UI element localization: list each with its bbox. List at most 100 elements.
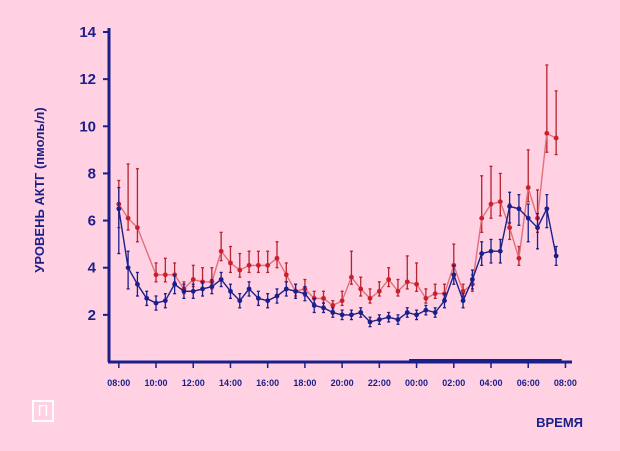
data-point [246,286,252,292]
data-point [293,288,298,294]
data-point [172,281,178,287]
data-point [237,298,243,304]
data-point [200,286,205,292]
data-point [125,215,131,221]
x-tick-label: 20:00 [331,378,354,388]
x-tick-label: 10:00 [145,378,168,388]
data-point [144,295,150,301]
data-point [469,277,475,282]
x-tick-label: 02:00 [442,378,465,388]
x-tick-label: 08:00 [107,378,130,388]
data-point [321,295,326,301]
data-point [246,262,252,268]
data-point [153,272,159,278]
data-point [544,130,550,136]
series-red [116,64,559,311]
data-point [349,312,354,318]
data-point [376,317,382,322]
data-point [507,225,513,231]
data-point [386,277,392,282]
x-axis-title: ВРЕМЯ [536,415,583,430]
data-point [330,303,336,308]
series-blue [116,186,559,328]
night-period-bar [409,359,562,363]
data-point [125,265,131,271]
data-point [497,248,503,254]
y-tick-label: 8 [88,165,96,182]
x-tick-label: 14:00 [219,378,242,388]
data-point [367,319,373,325]
data-point [135,281,140,287]
data-point [209,284,215,289]
data-point [153,300,159,306]
data-point [497,199,503,205]
data-point [181,288,187,294]
data-point [553,253,559,259]
data-point [442,298,447,304]
series-line [118,132,557,307]
data-point [432,310,438,315]
data-point [135,225,140,231]
data-point [404,279,410,285]
data-point [367,295,373,301]
data-point [451,272,457,278]
x-tick-label: 08:00 [554,378,577,388]
logo-icon: П [32,400,54,422]
y-tick-label: 4 [88,260,97,277]
data-point [386,314,392,320]
data-point [162,272,168,278]
data-point [274,255,280,261]
data-point [190,277,196,282]
data-point [525,185,531,190]
data-point [535,225,540,231]
data-point [283,272,289,278]
data-point [283,286,289,292]
data-point [479,251,485,256]
data-point [311,303,317,308]
data-point [228,260,233,266]
data-point [414,281,419,287]
x-tick-label: 04:00 [479,378,502,388]
data-point [218,277,224,282]
data-point [330,310,336,315]
data-point [507,204,513,209]
x-tick-label: 00:00 [405,378,428,388]
data-point [349,274,354,280]
x-tick-label: 12:00 [182,378,205,388]
data-point [414,312,419,318]
y-tick-label: 6 [88,213,96,230]
data-point [376,288,382,294]
x-tick-label: 06:00 [517,378,540,388]
data-point [218,248,224,254]
data-point [228,288,233,294]
data-point [255,262,261,268]
data-point [358,286,364,292]
data-point [460,288,466,294]
data-point [488,201,494,207]
series-group [116,64,559,328]
x-ticks: 08:00 10:00 12:00 14:00 16:00 18:00 20:00 22:00… [107,362,577,388]
data-point [404,310,410,315]
data-point [274,293,280,299]
data-point [190,288,196,294]
data-point [479,215,485,221]
data-point [302,291,308,297]
y-axis-title: УРОВЕНЬ АКТГ (пмоль/л) [32,107,47,272]
data-point [339,298,345,304]
data-point [395,288,401,294]
data-point [339,312,345,318]
data-point [321,305,326,311]
data-point [432,291,438,297]
data-point [116,206,122,212]
y-tick-label: 12 [79,71,96,88]
data-point [516,206,522,212]
y-tick-label: 2 [88,307,96,324]
data-point [162,298,168,304]
y-tick-label: 10 [79,118,96,135]
x-tick-label: 22:00 [368,378,391,388]
data-point [265,298,271,304]
x-tick-label: 16:00 [256,378,279,388]
data-point [237,267,243,273]
